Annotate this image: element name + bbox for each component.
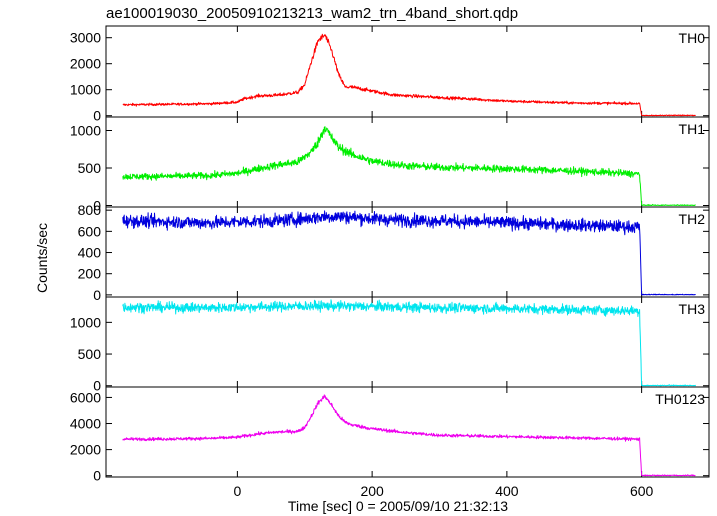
y-tick-label-th2-800: 800 <box>78 202 102 218</box>
y-tick-label-th0123-6000: 6000 <box>70 389 101 405</box>
panel-th3: 0 500 1000 TH3 <box>70 296 710 394</box>
y-tick-label-th0123-2000: 2000 <box>70 442 101 458</box>
y-tick-label-th0123-0: 0 <box>93 468 101 484</box>
y-tick-label-th1-1000: 1000 <box>70 123 101 139</box>
panel-th2: 0 200 400 600 800 TH2 <box>78 202 710 303</box>
y-tick-label-th0-3000: 3000 <box>70 30 101 46</box>
panel-label-th2: TH2 <box>679 211 706 227</box>
x-axis-label: Time [sec] 0 = 2005/09/10 21:32:13 <box>288 498 508 514</box>
y-tick-label-th3-500: 500 <box>78 346 102 362</box>
series-line-th2 <box>122 210 696 296</box>
y-tick-label-th0-2000: 2000 <box>70 56 101 72</box>
y-tick-label-th2-200: 200 <box>78 266 102 282</box>
x-tick-label-400: 400 <box>495 483 519 499</box>
x-tick-label-0: 0 <box>233 483 241 499</box>
series-line-th3 <box>122 299 696 387</box>
series-line-th0123 <box>122 394 696 477</box>
y-tick-label-th0-0: 0 <box>93 108 101 124</box>
panel-label-th0: TH0 <box>679 30 706 46</box>
series-line-th1 <box>122 126 696 206</box>
y-axis-label: Counts/sec <box>34 223 50 293</box>
series-line-th0 <box>122 33 696 117</box>
y-tick-label-th0-1000: 1000 <box>70 82 101 98</box>
panel-label-th3: TH3 <box>679 301 706 317</box>
panel-th0: 0 1000 2000 3000 TH0 <box>70 25 710 124</box>
panel-label-th0123: TH0123 <box>655 391 705 407</box>
panel-th1: 0 500 1000 TH1 <box>70 116 710 214</box>
y-tick-label-th2-0: 0 <box>93 287 101 303</box>
y-tick-label-th3-1000: 1000 <box>70 314 101 330</box>
panel-frame-th0123 <box>105 386 710 478</box>
y-tick-label-th3-0: 0 <box>93 378 101 394</box>
panel-frame-th1 <box>105 116 710 208</box>
y-tick-label-th0123-4000: 4000 <box>70 416 101 432</box>
y-tick-label-th1-500: 500 <box>78 160 102 176</box>
chart-title: ae100019030_20050910213213_wam2_trn_4ban… <box>106 5 518 22</box>
y-tick-label-th2-600: 600 <box>78 223 102 239</box>
x-tick-label-200: 200 <box>360 483 384 499</box>
panel-th0123: 0 2000 4000 6000 TH0123 <box>70 386 710 484</box>
y-tick-label-th1-0: 0 <box>93 198 101 214</box>
panel-label-th1: TH1 <box>679 121 706 137</box>
x-tick-label-600: 600 <box>630 483 654 499</box>
y-tick-label-th2-400: 400 <box>78 245 102 261</box>
